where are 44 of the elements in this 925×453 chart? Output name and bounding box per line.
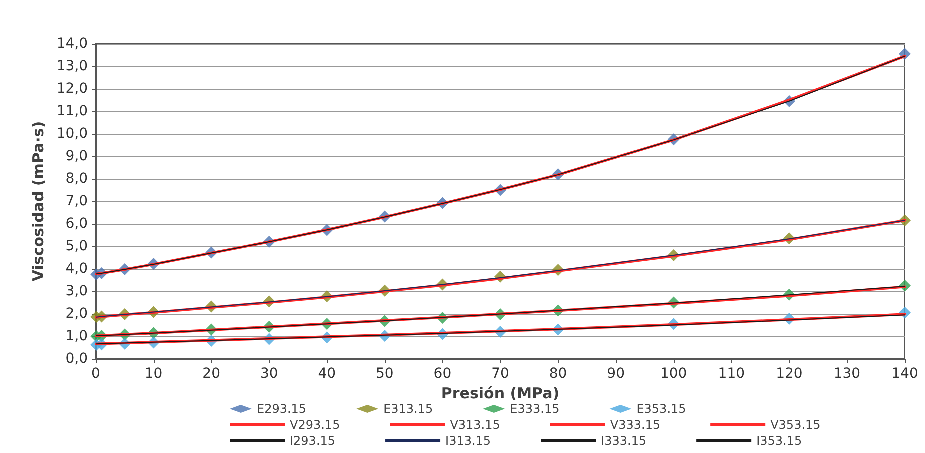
y-tick-label: 9,0 [66,148,88,164]
y-tick-label: 12,0 [56,81,88,97]
x-tick-label: 10 [144,366,163,382]
legend-label: V293.15 [290,418,340,432]
x-axis-title: Presión (MPa) [441,384,560,402]
legend-label: V313.15 [450,418,500,432]
y-tick-label: 3,0 [66,284,88,300]
legend-label: E333.15 [510,402,560,416]
y-tick-label: 11,0 [56,104,88,120]
x-tick-label: 120 [776,366,803,382]
x-tick-label: 110 [718,366,746,382]
y-tick-label: 4,0 [66,261,88,277]
legend-label: I353.15 [756,434,802,448]
y-tick-label: 5,0 [66,238,88,254]
x-tick-label: 0 [92,366,100,382]
y-tick-label: 10,0 [56,126,88,142]
x-tick-label: 70 [492,366,510,382]
y-tick-label: 8,0 [66,171,88,187]
y-tick-label: 13,0 [56,58,88,74]
legend-label: I313.15 [446,434,492,448]
legend-label: E313.15 [384,402,434,416]
y-tick-label: 7,0 [66,194,88,210]
legend-label: I333.15 [601,434,647,448]
x-tick-label: 100 [660,366,688,382]
y-tick-label: 0,0 [66,351,88,367]
y-tick-label: 1,0 [66,328,88,344]
x-tick-label: 60 [434,366,452,382]
y-tick-label: 14,0 [56,36,88,52]
y-tick-label: 2,0 [66,306,88,322]
legend-label: E293.15 [257,402,307,416]
y-axis-title: Viscosidad (mPa·s) [29,121,48,282]
legend-label: V333.15 [610,418,661,432]
x-tick-label: 80 [549,366,568,382]
x-tick-label: 130 [834,366,861,382]
x-tick-label: 20 [202,366,220,382]
legend-label: E353.15 [636,402,686,416]
x-tick-label: 40 [318,366,336,382]
x-tick-label: 50 [376,366,394,382]
legend-label: I293.15 [290,434,336,448]
y-tick-label: 6,0 [66,216,88,232]
x-tick-label: 140 [892,366,918,382]
x-tick-label: 30 [260,366,278,382]
legend-label: V353.15 [770,418,821,432]
x-tick-label: 90 [607,366,625,382]
